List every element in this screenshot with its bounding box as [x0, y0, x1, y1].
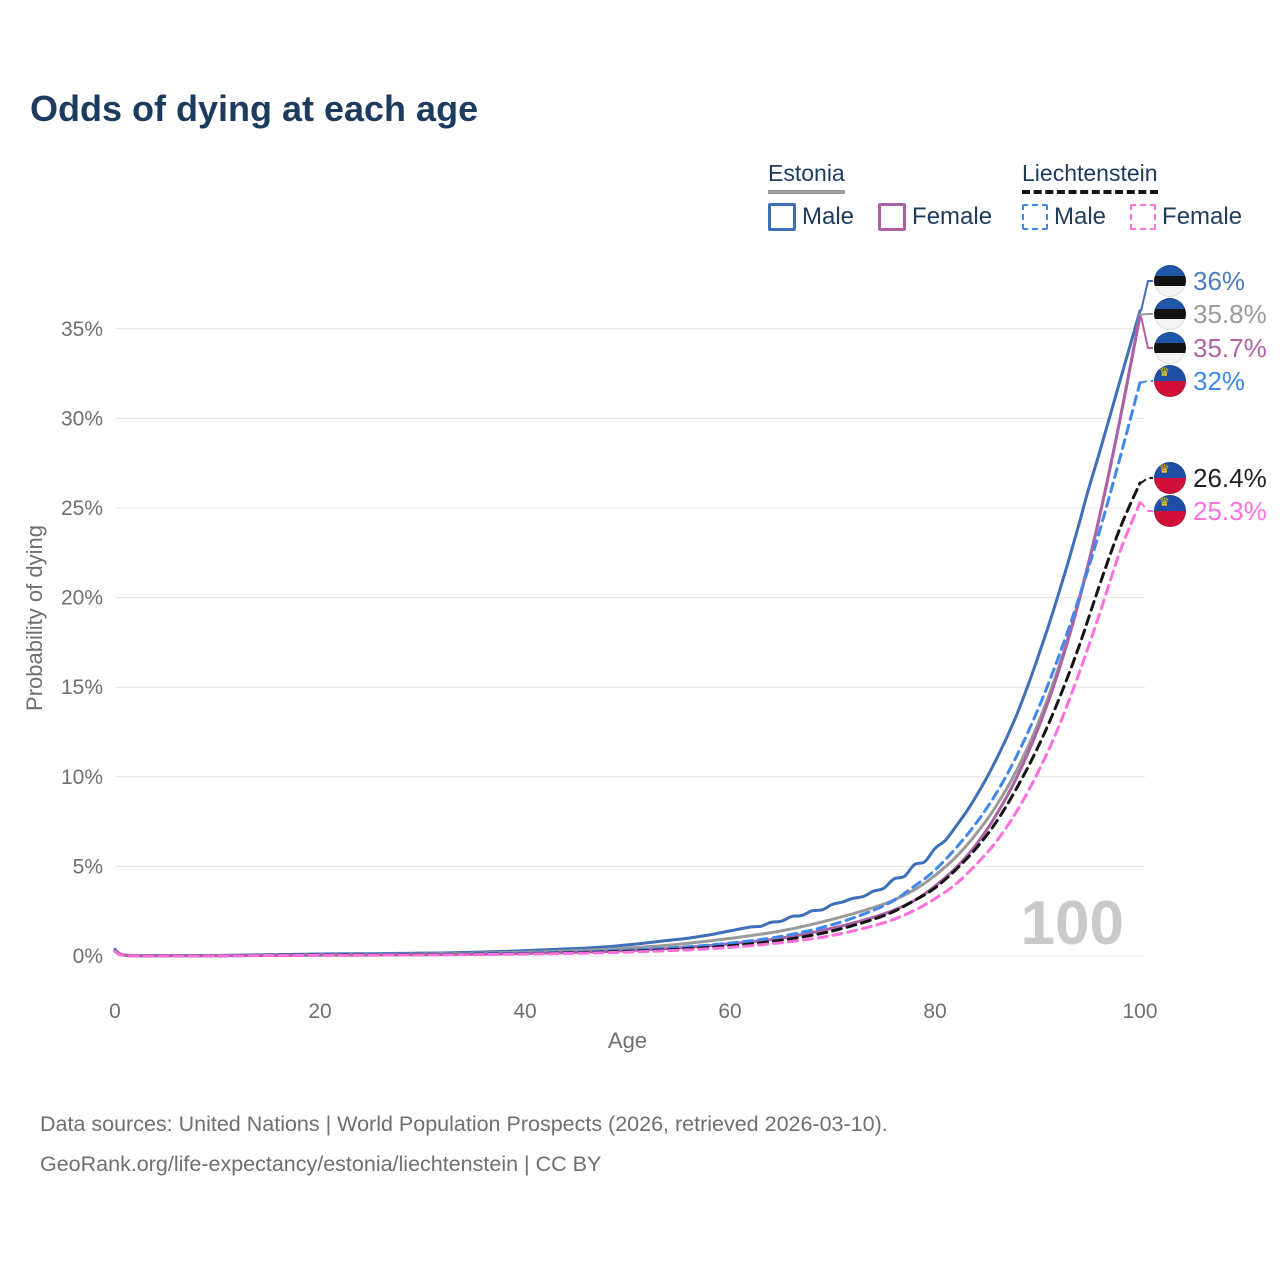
series-line-estonia-both[interactable] [113, 313, 1142, 958]
y-tick-label: 25% [61, 497, 103, 520]
x-tick-label: 20 [308, 1000, 331, 1023]
legend-group-estonia: Estonia Male Female [768, 160, 1016, 231]
attribution-link-text[interactable]: GeoRank.org/life-expectancy/estonia/liec… [40, 1152, 602, 1176]
watermark-text: 100 [1021, 889, 1124, 958]
legend-group-liechtenstein-label: Liechtenstein [1022, 160, 1158, 194]
y-tick-label: 30% [61, 407, 103, 430]
series-line-liechtenstein-both[interactable] [113, 481, 1142, 958]
y-tick-label: 20% [61, 587, 103, 610]
x-axis-title: Age [608, 1028, 647, 1053]
x-tick-label: 100 [1122, 1000, 1157, 1023]
legend: Estonia Male Female Liechtenstein Male F… [768, 160, 1248, 240]
series-line-liechtenstein-female[interactable] [113, 501, 1142, 958]
legend-item-liechtenstein-female[interactable]: Female [1130, 203, 1242, 231]
legend-item-liechtenstein-male[interactable]: Male [1022, 203, 1106, 231]
liechtenstein-male-swatch-icon [1022, 204, 1048, 230]
y-axis-title: Probability of dying [22, 525, 47, 711]
end-label-connector [1140, 501, 1153, 512]
y-tick-label: 0% [73, 945, 103, 968]
x-tick-label: 80 [923, 1000, 946, 1023]
legend-item-estonia-female[interactable]: Female [878, 203, 992, 231]
chart-title: Odds of dying at each age [30, 88, 479, 129]
series-line-estonia-female[interactable] [113, 314, 1142, 958]
data-sources-text: Data sources: United Nations | World Pop… [40, 1112, 888, 1136]
liechtenstein-female-swatch-icon [1130, 204, 1157, 230]
y-tick-label: 15% [61, 676, 103, 699]
series-line-estonia-male[interactable] [113, 309, 1142, 958]
estonia-female-swatch-icon [878, 203, 907, 231]
legend-item-label: Female [912, 203, 993, 230]
end-label-connector [1140, 477, 1153, 484]
end-label-connector [1140, 380, 1153, 384]
legend-group-liechtenstein: Liechtenstein Male Female [1022, 160, 1266, 231]
y-tick-label: 10% [61, 766, 103, 789]
x-tick-label: 60 [718, 1000, 741, 1023]
estonia-male-swatch-icon [768, 203, 796, 231]
legend-item-label: Male [1054, 203, 1107, 230]
legend-group-estonia-label: Estonia [768, 160, 845, 194]
legend-item-label: Male [802, 203, 855, 230]
legend-item-estonia-male[interactable]: Male [768, 203, 854, 231]
x-tick-label: 40 [513, 1000, 536, 1023]
legend-item-label: Female [1162, 203, 1243, 230]
x-tick-label: 0 [109, 1000, 121, 1023]
end-label-connector [1140, 313, 1153, 316]
y-tick-label: 35% [61, 318, 103, 341]
end-label-connector [1140, 316, 1153, 349]
footer: Data sources: United Nations | World Pop… [40, 1104, 888, 1184]
end-label-connector [1140, 280, 1153, 312]
y-tick-label: 5% [73, 855, 103, 878]
series-line-liechtenstein-male[interactable] [113, 381, 1142, 958]
